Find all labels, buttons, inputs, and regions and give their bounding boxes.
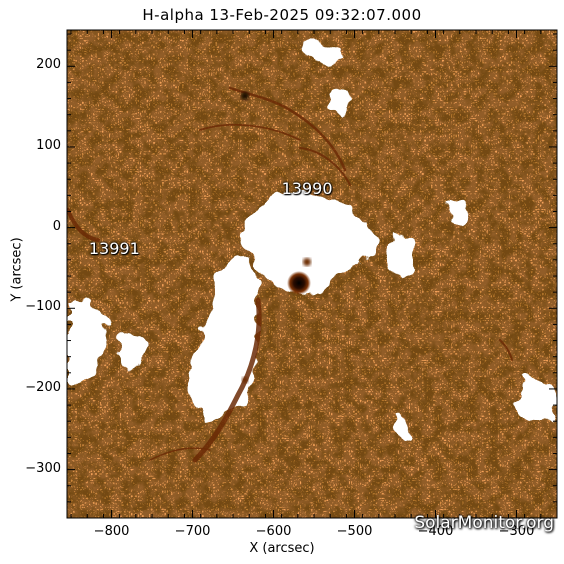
active-region-label: 13990 bbox=[281, 178, 333, 198]
image-title: H-alpha 13-Feb-2025 09:32:07.000 bbox=[142, 6, 422, 24]
dark-filament bbox=[149, 447, 211, 461]
y-tick-label: −300 bbox=[25, 460, 61, 476]
x-axis-ticks bbox=[70, 30, 558, 518]
x-tick-label: −400 bbox=[417, 524, 454, 539]
dark-filament bbox=[499, 339, 513, 361]
plage-patch bbox=[119, 334, 144, 369]
active-region-label: 13991 bbox=[88, 238, 140, 258]
plage-patch bbox=[300, 38, 341, 67]
solarmonitor-watermark: SolarMonitor.org bbox=[414, 513, 554, 533]
plage-patch bbox=[449, 199, 471, 225]
dark-filament bbox=[199, 123, 301, 141]
sunspots bbox=[241, 92, 311, 383]
y-tick-label: −100 bbox=[25, 299, 61, 315]
plage-regions bbox=[67, 38, 556, 442]
halpha-image bbox=[67, 30, 557, 518]
plage-patch bbox=[189, 259, 259, 420]
x-tick-label: −300 bbox=[498, 524, 535, 539]
dark-filament bbox=[67, 208, 100, 242]
dark-filament bbox=[228, 86, 347, 172]
y-axis-label: Y (arcsec) bbox=[9, 237, 25, 302]
sunspot-umbra bbox=[287, 271, 311, 295]
y-tick-label: −200 bbox=[25, 379, 61, 395]
dark-filament bbox=[192, 297, 262, 463]
plage-patch bbox=[244, 192, 374, 294]
plage-patch bbox=[67, 299, 106, 381]
x-tick-label: −800 bbox=[93, 524, 130, 539]
y-tick-label: 100 bbox=[36, 137, 61, 153]
dark-filament bbox=[299, 147, 351, 186]
plage-patch bbox=[518, 374, 556, 425]
y-tick-label: 200 bbox=[36, 57, 61, 73]
y-axis-ticks bbox=[67, 33, 557, 503]
plage-patch bbox=[329, 88, 352, 113]
sunspot-pore bbox=[303, 258, 311, 266]
sunspot-pore bbox=[241, 92, 249, 100]
plot-frame bbox=[66, 29, 558, 519]
plage-patch bbox=[393, 414, 413, 442]
x-tick-label: −500 bbox=[336, 524, 373, 539]
x-tick-label: −700 bbox=[174, 524, 211, 539]
y-tick-label: 0 bbox=[52, 218, 61, 234]
filaments bbox=[67, 86, 513, 463]
x-axis-label: X (arcsec) bbox=[249, 541, 315, 556]
sunspot-pore bbox=[242, 377, 248, 383]
plage-patch bbox=[389, 234, 414, 276]
x-tick-label: −600 bbox=[255, 524, 292, 539]
